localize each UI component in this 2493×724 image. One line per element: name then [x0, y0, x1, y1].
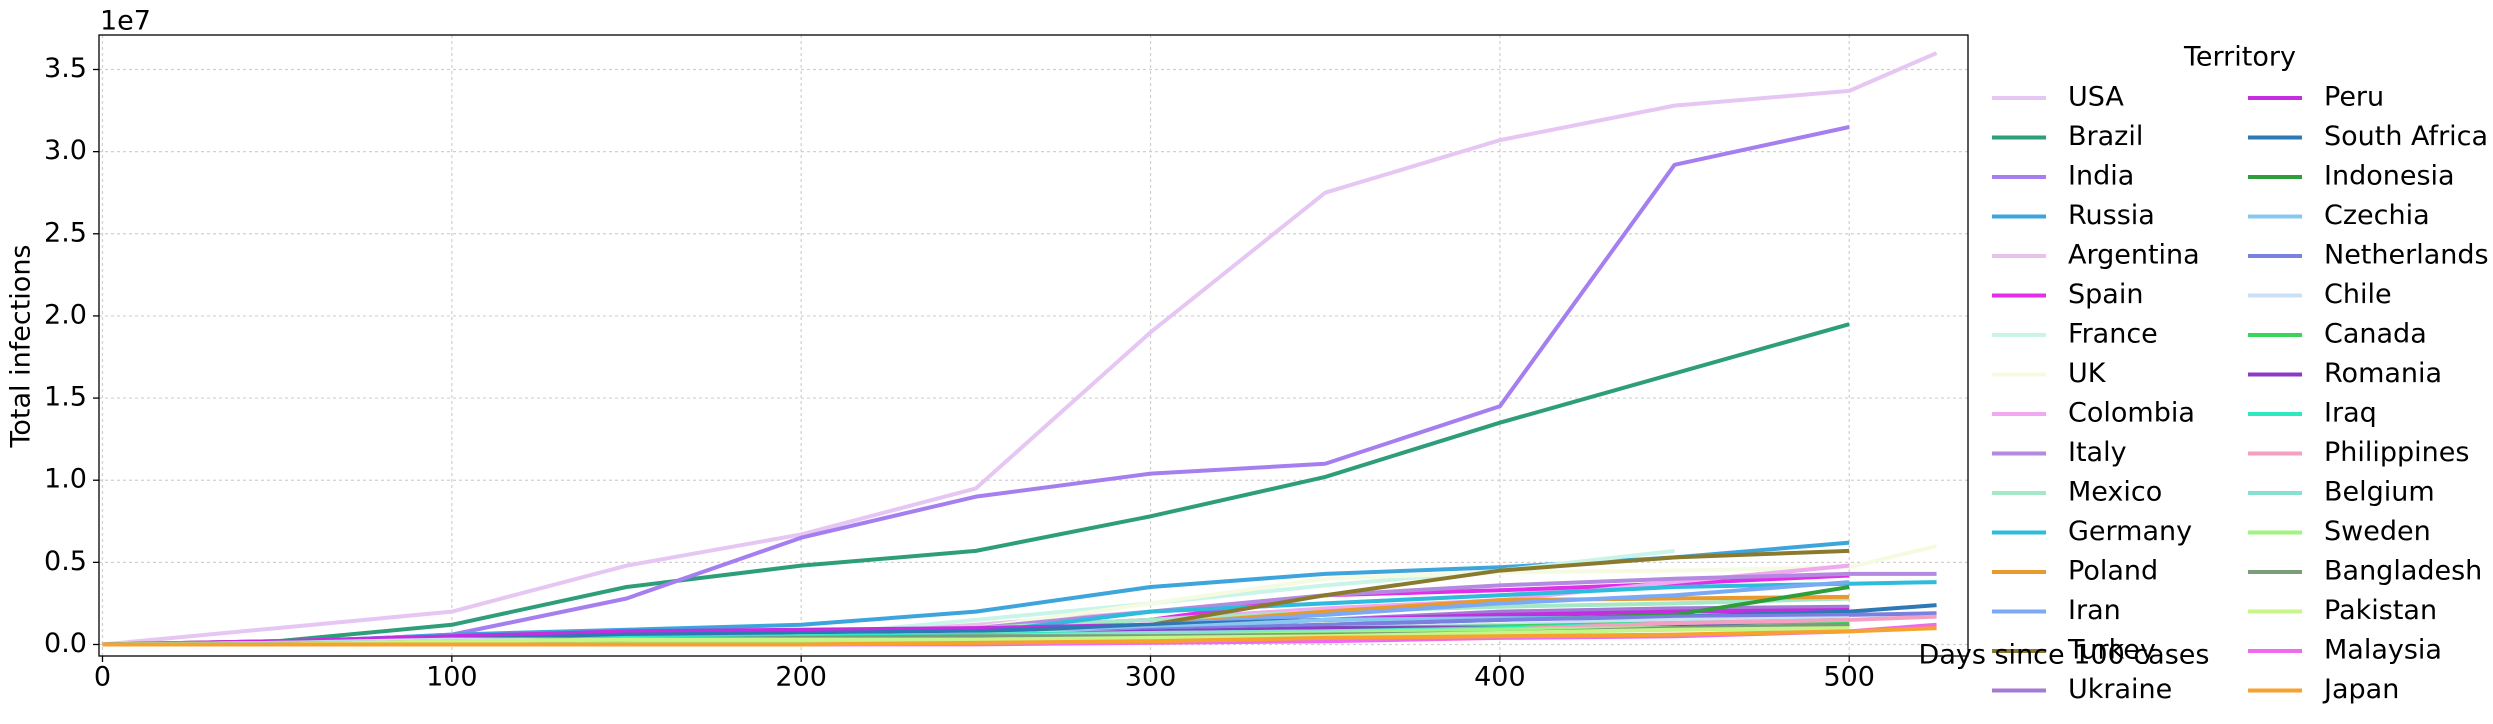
series-line	[102, 626, 1850, 647]
legend-label: South Africa	[2324, 121, 2488, 152]
legend-label: UK	[2068, 358, 2107, 389]
legend-label: Canada	[2324, 319, 2427, 350]
legend-label: Brazil	[2068, 121, 2143, 152]
legend-label: Argentina	[2068, 240, 2200, 271]
x-tick-label: 300	[1125, 662, 1177, 693]
y-axis-label: Total infections	[6, 244, 37, 448]
y-tick-label: 2.5	[44, 217, 87, 248]
legend-label: Indonesia	[2324, 161, 2455, 192]
y-tick-label: 3.5	[44, 53, 87, 84]
legend-label: France	[2068, 319, 2158, 350]
y-tick-label: 2.0	[44, 299, 87, 330]
legend-label: Italy	[2068, 437, 2127, 468]
y-tick-label: 0.5	[44, 546, 87, 577]
y-tick-label: 1.0	[44, 464, 87, 495]
legend-label: Japan	[2322, 674, 2399, 705]
legend-label: Peru	[2324, 82, 2384, 113]
x-tick-label: 500	[1823, 662, 1875, 693]
series-line	[102, 626, 1937, 647]
legend-label: Germany	[2068, 516, 2192, 547]
legend-label: Czechia	[2324, 200, 2430, 231]
legend-label: Belgium	[2324, 477, 2435, 508]
legend-label: Turkey	[2067, 635, 2156, 666]
series-line	[102, 322, 1850, 647]
y-tick-label: 3.0	[44, 135, 87, 166]
y-tick-label: 0.0	[44, 628, 87, 659]
plot-frame	[98, 34, 1969, 657]
x-axis-label: Days since 100 cases	[1919, 640, 2210, 671]
legend-label: Mexico	[2068, 477, 2162, 508]
legend-label: Poland	[2068, 556, 2158, 587]
legend-label: Spain	[2068, 279, 2143, 310]
legend-label: USA	[2068, 82, 2124, 113]
x-tick-label: 0	[94, 662, 111, 693]
y-offset-label: 1e7	[100, 6, 151, 37]
legend-label: Colombia	[2068, 398, 2195, 429]
legend-title: Territory	[2183, 42, 2296, 73]
series-line	[102, 51, 1938, 647]
y-tick-label: 1.5	[44, 382, 87, 413]
series-line	[102, 608, 1850, 647]
x-tick-label: 200	[775, 662, 827, 693]
legend-label: Romania	[2324, 358, 2442, 389]
legend-label: Sweden	[2324, 516, 2431, 547]
x-tick-label: 400	[1474, 662, 1526, 693]
legend-label: Chile	[2324, 279, 2392, 310]
x-tick-label: 100	[426, 662, 478, 693]
series-line	[102, 125, 1850, 647]
legend-label: Malaysia	[2324, 635, 2442, 666]
legend-label: Bangladesh	[2324, 556, 2482, 587]
legend-label: Philippines	[2324, 437, 2469, 468]
legend-label: Ukraine	[2068, 674, 2172, 705]
legend-label: Russia	[2068, 200, 2155, 231]
legend-label: Iran	[2068, 595, 2121, 626]
legend-label: Pakistan	[2324, 595, 2437, 626]
legend-label: India	[2068, 161, 2134, 192]
legend-label: Iraq	[2324, 398, 2377, 429]
legend-label: Netherlands	[2324, 240, 2489, 271]
